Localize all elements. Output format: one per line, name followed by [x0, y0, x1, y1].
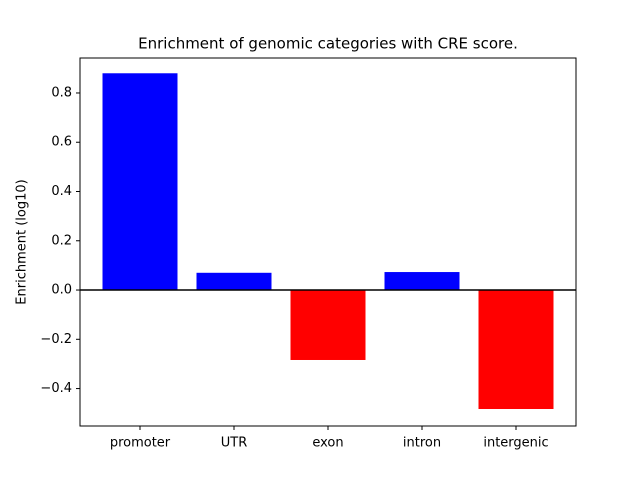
- plot-frame: [79, 57, 577, 427]
- bar: [384, 272, 460, 291]
- x-tick-label: intron: [403, 436, 441, 451]
- bar: [290, 290, 366, 360]
- y-tick-label: 0.2: [51, 233, 72, 248]
- y-tick-label: −0.4: [40, 381, 72, 396]
- y-tick-label: 0.8: [51, 85, 72, 100]
- y-tick-label: −0.2: [40, 332, 72, 347]
- bar: [102, 73, 178, 291]
- y-tick-label: 0.0: [51, 283, 72, 298]
- x-tick-label: UTR: [221, 436, 248, 451]
- bar: [478, 290, 554, 410]
- y-tick-label: 0.4: [51, 184, 72, 199]
- y-tick-label: 0.6: [51, 135, 72, 150]
- x-tick-label: promoter: [110, 436, 171, 451]
- x-tick-label: exon: [312, 436, 343, 451]
- bar: [196, 272, 272, 291]
- chart-title: Enrichment of genomic categories with CR…: [138, 35, 518, 53]
- x-tick-label: intergenic: [483, 436, 548, 451]
- y-axis-label: Enrichment (log10): [15, 179, 30, 304]
